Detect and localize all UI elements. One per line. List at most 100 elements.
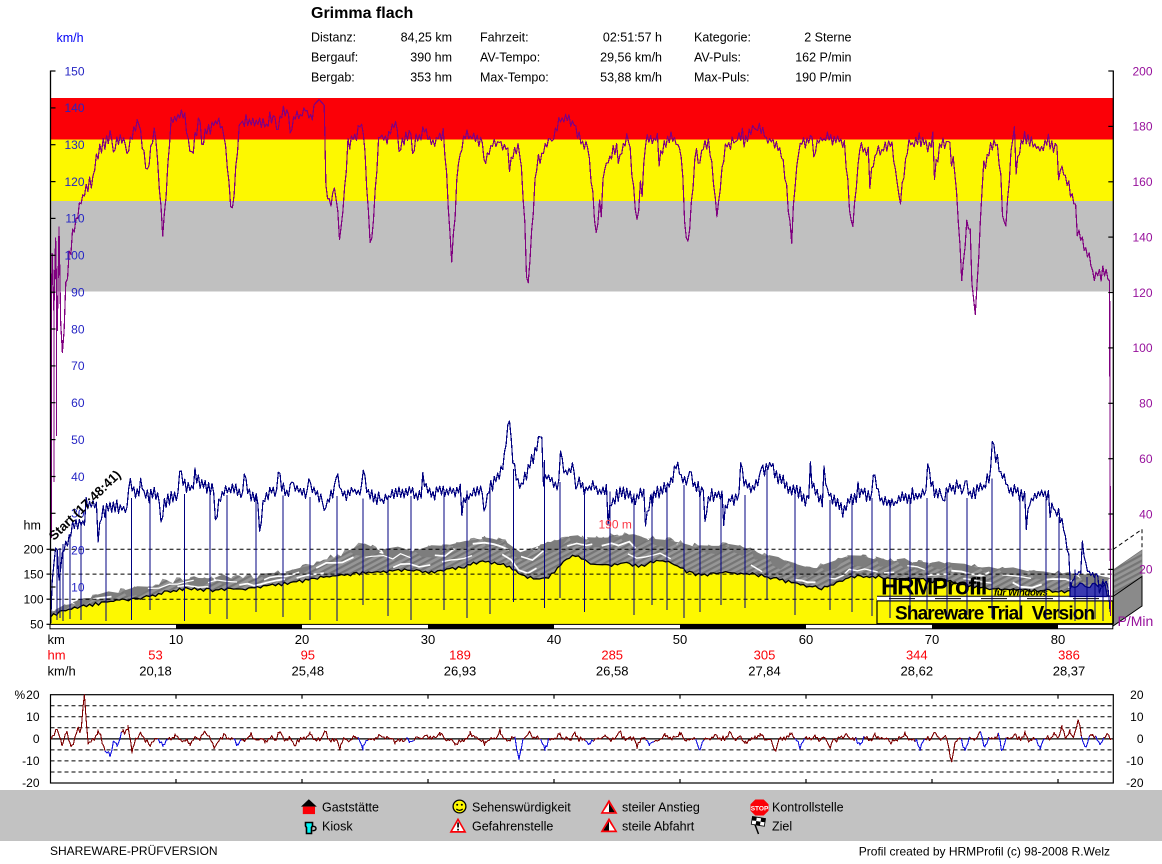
- svg-text:50: 50: [71, 433, 85, 447]
- svg-text:0: 0: [33, 732, 40, 746]
- svg-text:160: 160: [1132, 175, 1152, 189]
- svg-text:353 hm: 353 hm: [410, 71, 452, 85]
- svg-text:-20: -20: [22, 776, 40, 790]
- svg-text:P/Min: P/Min: [1118, 613, 1154, 629]
- svg-text:30: 30: [71, 507, 85, 521]
- svg-text:HRMProfil: HRMProfil: [881, 574, 986, 601]
- svg-text:28,37: 28,37: [1053, 664, 1086, 679]
- svg-text:190 m: 190 m: [599, 518, 632, 532]
- svg-text:80: 80: [1051, 632, 1065, 647]
- svg-text:Kiosk: Kiosk: [322, 820, 353, 834]
- svg-text:10: 10: [71, 580, 85, 594]
- svg-text:140: 140: [1132, 230, 1152, 244]
- svg-text:305: 305: [754, 648, 776, 663]
- svg-text:km/h: km/h: [48, 664, 76, 679]
- svg-text:20: 20: [1139, 563, 1153, 577]
- svg-text:26,58: 26,58: [596, 664, 629, 679]
- svg-text:50: 50: [30, 618, 44, 632]
- svg-text:150: 150: [23, 567, 43, 581]
- svg-text:Max-Tempo:: Max-Tempo:: [480, 71, 549, 85]
- svg-text:60: 60: [1139, 452, 1153, 466]
- svg-text:%: %: [15, 688, 26, 702]
- svg-text:10: 10: [26, 710, 40, 724]
- svg-text:10: 10: [1130, 710, 1144, 724]
- svg-text:95: 95: [301, 648, 315, 663]
- svg-text:02:51:57 h: 02:51:57 h: [603, 31, 662, 45]
- svg-text:steile Abfahrt: steile Abfahrt: [622, 820, 695, 834]
- svg-text:20: 20: [295, 632, 309, 647]
- svg-text:-20: -20: [1126, 776, 1144, 790]
- svg-text:386: 386: [1058, 648, 1080, 663]
- svg-text:25,48: 25,48: [292, 664, 325, 679]
- svg-text:80: 80: [71, 322, 85, 336]
- svg-text:-10: -10: [1126, 754, 1144, 768]
- svg-text:20: 20: [71, 544, 85, 558]
- svg-text:190 P/min: 190 P/min: [795, 71, 851, 85]
- svg-text:40: 40: [547, 632, 561, 647]
- svg-text:20: 20: [1130, 688, 1144, 702]
- svg-text:hm: hm: [24, 519, 41, 533]
- svg-text:130: 130: [64, 138, 84, 152]
- svg-text:Sehenswürdigkeit: Sehenswürdigkeit: [472, 801, 571, 815]
- svg-text:189: 189: [449, 648, 471, 663]
- svg-text:120: 120: [1132, 286, 1152, 300]
- svg-text:70: 70: [925, 632, 939, 647]
- svg-text:für Windows: für Windows: [994, 588, 1048, 599]
- svg-text:80: 80: [1139, 397, 1153, 411]
- svg-text:Kategorie:: Kategorie:: [694, 31, 751, 45]
- svg-text:84,25 km: 84,25 km: [401, 31, 452, 45]
- svg-text:53: 53: [148, 648, 162, 663]
- svg-text:344: 344: [906, 648, 928, 663]
- svg-text:hm: hm: [48, 648, 66, 663]
- svg-text:10: 10: [169, 632, 183, 647]
- svg-text:Distanz:: Distanz:: [311, 31, 356, 45]
- svg-text:90: 90: [71, 286, 85, 300]
- svg-text:28,62: 28,62: [901, 664, 934, 679]
- svg-text:0: 0: [1137, 732, 1144, 746]
- svg-text:20: 20: [26, 688, 40, 702]
- svg-text:20,18: 20,18: [139, 664, 172, 679]
- svg-text:26,93: 26,93: [444, 664, 477, 679]
- svg-text:162 P/min: 162 P/min: [795, 51, 851, 65]
- svg-text:km: km: [48, 632, 65, 647]
- svg-text:200: 200: [1132, 64, 1152, 78]
- svg-text:53,88 km/h: 53,88 km/h: [600, 71, 662, 85]
- svg-text:Grimma flach: Grimma flach: [311, 5, 413, 22]
- svg-text:50: 50: [673, 632, 687, 647]
- svg-text:Gaststätte: Gaststätte: [322, 801, 379, 815]
- svg-text:200: 200: [23, 543, 43, 557]
- svg-text:390 hm: 390 hm: [410, 51, 452, 65]
- svg-text:Profil created by HRMProfil (c: Profil created by HRMProfil (c) 98-2008 …: [859, 845, 1110, 859]
- svg-text:29,56 km/h: 29,56 km/h: [600, 51, 662, 65]
- svg-text:STOP: STOP: [751, 806, 769, 813]
- svg-text:180: 180: [1132, 120, 1152, 134]
- svg-text:Fahrzeit:: Fahrzeit:: [480, 31, 529, 45]
- svg-text:Bergauf:: Bergauf:: [311, 51, 358, 65]
- svg-text:40: 40: [1139, 507, 1153, 521]
- svg-text:Gefahrenstelle: Gefahrenstelle: [472, 820, 553, 834]
- svg-text:AV-Puls:: AV-Puls:: [694, 51, 741, 65]
- svg-text:120: 120: [64, 175, 84, 189]
- svg-text:285: 285: [601, 648, 623, 663]
- svg-text:30: 30: [421, 632, 435, 647]
- svg-text:70: 70: [71, 359, 85, 373]
- svg-text:140: 140: [64, 101, 84, 115]
- svg-text:km/h: km/h: [57, 31, 84, 45]
- svg-text:Bergab:: Bergab:: [311, 71, 355, 85]
- svg-text:Max-Puls:: Max-Puls:: [694, 71, 750, 85]
- svg-text:100: 100: [64, 249, 84, 263]
- svg-text:40: 40: [71, 470, 85, 484]
- svg-text:AV-Tempo:: AV-Tempo:: [480, 51, 540, 65]
- svg-text:100: 100: [1132, 341, 1152, 355]
- svg-text:60: 60: [799, 632, 813, 647]
- svg-text:Shareware Trial Version: Shareware Trial Version: [895, 603, 1095, 624]
- svg-text:110: 110: [65, 212, 84, 226]
- svg-text:150: 150: [64, 64, 84, 78]
- svg-text:Ziel: Ziel: [772, 820, 792, 834]
- svg-text:2 Sterne: 2 Sterne: [804, 31, 851, 45]
- svg-text:Kontrollstelle: Kontrollstelle: [772, 801, 844, 815]
- svg-text:-10: -10: [22, 754, 40, 768]
- svg-text:60: 60: [71, 396, 85, 410]
- svg-text:steiler Anstieg: steiler Anstieg: [622, 801, 700, 815]
- svg-text:27,84: 27,84: [748, 664, 781, 679]
